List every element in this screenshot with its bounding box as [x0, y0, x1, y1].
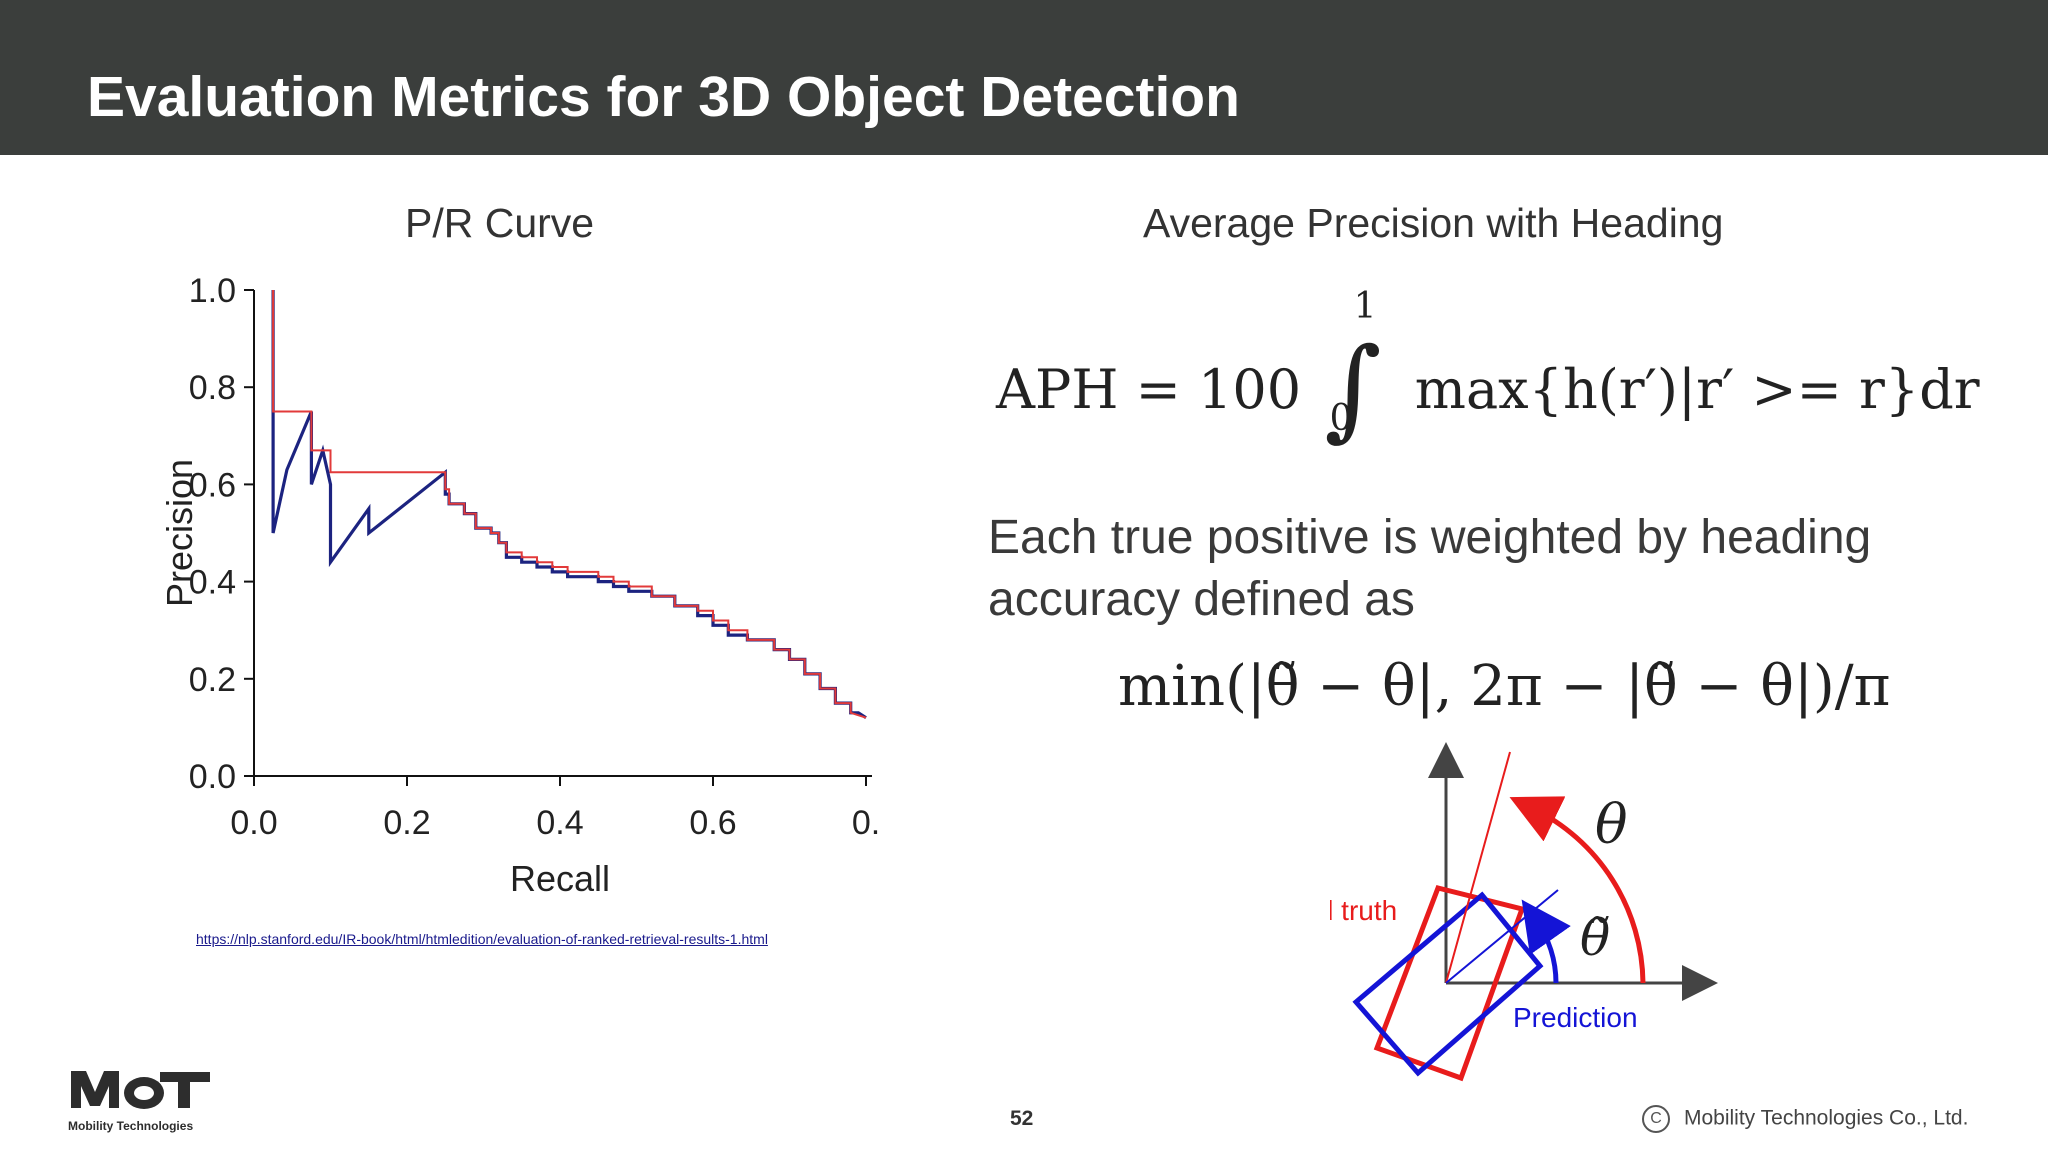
aph-formula: APH = 100 ∫ 1 0 max{h(r′)|r′ >= r}dr: [996, 286, 1980, 458]
x-tick-label: 0.2: [383, 804, 430, 842]
integral-lower-limit: 0: [1329, 398, 1353, 439]
page-number: 52: [1010, 1107, 1034, 1130]
y-tick-label: 0.8: [189, 369, 236, 407]
x-tick-label: 0.: [852, 804, 880, 842]
x-tick-label: 0.4: [536, 804, 583, 842]
y-axis-label: Precision: [159, 459, 200, 607]
y-tick-label: 0.6: [189, 466, 236, 504]
copyright-notice: C Mobility Technologies Co., Ltd.: [1642, 1105, 1968, 1133]
theta-tilde-arc: [1521, 899, 1571, 984]
logo-text: Mobility Technologies: [68, 1119, 193, 1133]
slide-title: Evaluation Metrics for 3D Object Detecti…: [87, 65, 1240, 129]
header-bar: [0, 0, 2048, 155]
x-axis-label: Recall: [510, 858, 610, 899]
integral-upper-limit: 1: [1353, 286, 1377, 327]
raw-precision-series: [271, 290, 867, 720]
heading-accuracy-formula: min(|θ̃ − θ|, 2π − |θ̃ − θ|)/π: [1118, 654, 1891, 719]
y-tick-label: 0.2: [189, 661, 236, 699]
source-link[interactable]: https://nlp.stanford.edu/IR-book/html/ht…: [196, 931, 768, 947]
ground-truth-heading-line: [1445, 751, 1511, 984]
prediction-label: Prediction: [1513, 1002, 1638, 1033]
interpolated-precision-series: [272, 290, 867, 719]
copyright-text: Mobility Technologies Co., Ltd.: [1684, 1106, 1969, 1130]
y-tick-label: 1.0: [189, 272, 236, 310]
heading-diagram: θ θ̃ Ground truth Prediction: [1330, 742, 1718, 1082]
x-tick-label: 0.0: [230, 804, 277, 842]
aph-lhs: APH = 100: [996, 358, 1302, 421]
aph-heading: Average Precision with Heading: [1143, 200, 1724, 246]
ground-truth-box: [1373, 885, 1526, 1082]
prediction-box: [1352, 891, 1544, 1077]
company-logo: Mobility Technologies: [68, 1071, 210, 1133]
aph-body: max{h(r′)|r′ >= r}dr: [1414, 358, 1980, 421]
theta-arc: [1509, 796, 1646, 984]
copyright-icon: C: [1642, 1105, 1670, 1133]
x-tick-label: 0.6: [689, 804, 736, 842]
heading-accuracy-text: Each true positive is weighted by headin…: [988, 511, 1872, 626]
y-tick-label: 0.4: [189, 564, 236, 602]
y-tick-label: 0.0: [189, 758, 236, 796]
theta-label: θ: [1595, 793, 1628, 856]
pr-curve-heading: P/R Curve: [405, 200, 595, 246]
theta-tilde-label: θ̃: [1580, 909, 1610, 967]
pr-curve-chart: 1.0 0.8 0.6 0.4 0.2 0.0 0.0 0.2 0.4 0.6 0. Recall Pr…: [159, 272, 880, 899]
integral-sign: ∫: [1324, 324, 1382, 452]
ground-truth-label: Ground truth: [1330, 895, 1397, 926]
